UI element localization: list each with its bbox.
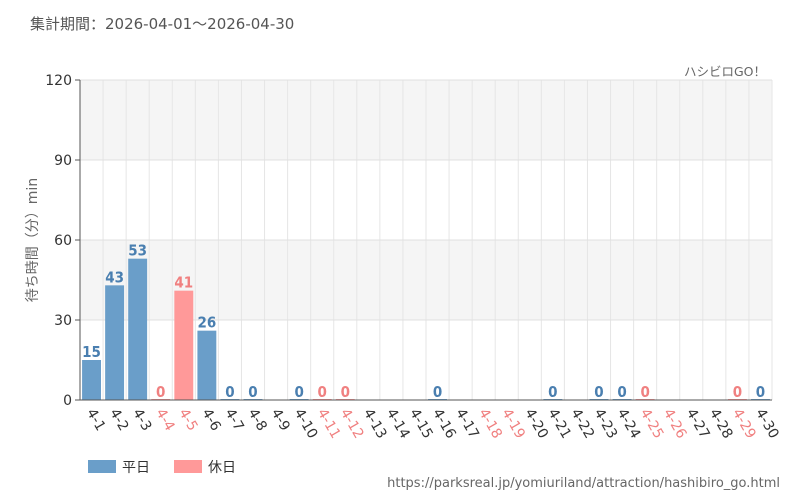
data-label-4-16: 0 xyxy=(433,383,442,401)
x-tick-label-4-21: 4-21 xyxy=(544,406,574,442)
y-tick-label-120: 120 xyxy=(45,73,72,89)
x-tick-label-4-14: 4-14 xyxy=(383,406,413,442)
period-text: 集計期間：2026-04-01～2026-04-30 xyxy=(30,15,294,33)
source-url: https://parksreal.jp/yomiuriland/attract… xyxy=(387,476,780,491)
data-label-4-3: 53 xyxy=(128,242,147,260)
legend-label-holiday: 休日 xyxy=(208,460,236,476)
legend: 平日 休日 xyxy=(88,460,236,476)
data-label-4-4: 0 xyxy=(156,383,165,401)
x-tick-label-4-8: 4-8 xyxy=(245,406,270,434)
legend-label-weekday: 平日 xyxy=(122,460,150,476)
data-label-4-6: 26 xyxy=(197,314,216,332)
data-label-4-21: 0 xyxy=(548,383,557,401)
legend-swatch-weekday xyxy=(88,460,116,473)
legend-swatch-holiday xyxy=(174,460,202,473)
y-tick-label-60: 60 xyxy=(54,233,72,249)
x-tick-label-4-4: 4-4 xyxy=(152,406,177,434)
y-tick-label-90: 90 xyxy=(54,153,72,169)
x-tick-label-4-28: 4-28 xyxy=(706,406,736,442)
data-label-4-10: 0 xyxy=(294,383,303,401)
x-tick-label-4-10: 4-10 xyxy=(291,406,321,442)
bar-4-2 xyxy=(105,285,125,400)
x-tick-label-4-13: 4-13 xyxy=(360,406,390,442)
data-label-4-5: 41 xyxy=(174,274,193,292)
x-tick-label-4-12: 4-12 xyxy=(337,406,367,442)
bar-4-1 xyxy=(82,360,101,400)
source-label: ハシビロGO！ xyxy=(684,64,766,79)
x-tick-label-4-15: 4-15 xyxy=(406,406,436,442)
y-tick-label-30: 30 xyxy=(54,313,72,329)
x-tick-label-4-25: 4-25 xyxy=(637,406,667,442)
x-tick-label-4-17: 4-17 xyxy=(452,406,482,442)
x-tick-label-4-27: 4-27 xyxy=(683,406,713,442)
x-tick-label-4-5: 4-5 xyxy=(175,406,200,434)
x-tick-label-4-26: 4-26 xyxy=(660,406,690,442)
data-label-4-2: 43 xyxy=(105,268,124,286)
data-label-4-11: 0 xyxy=(318,383,327,401)
x-tick-label-4-29: 4-29 xyxy=(729,406,759,442)
data-label-4-29: 0 xyxy=(733,383,742,401)
x-tick-label-4-19: 4-19 xyxy=(498,406,528,442)
data-label-4-8: 0 xyxy=(248,383,257,401)
x-tick-label-4-18: 4-18 xyxy=(475,406,505,442)
x-tick-label-4-24: 4-24 xyxy=(614,406,644,442)
data-label-4-24: 0 xyxy=(617,383,626,401)
x-axis-ticks: 4-14-24-34-44-54-64-74-84-94-104-114-124… xyxy=(83,406,782,442)
data-label-4-23: 0 xyxy=(594,383,603,401)
y-axis-label: 待ち時間（分）min xyxy=(25,178,41,302)
data-label-4-25: 0 xyxy=(640,383,649,401)
x-tick-label-4-11: 4-11 xyxy=(314,406,344,442)
x-tick-label-4-16: 4-16 xyxy=(429,406,459,442)
x-tick-label-4-2: 4-2 xyxy=(106,406,131,434)
data-label-4-1: 15 xyxy=(82,343,101,361)
x-tick-label-4-30: 4-30 xyxy=(752,406,782,442)
x-tick-label-4-9: 4-9 xyxy=(268,406,293,434)
x-tick-label-4-7: 4-7 xyxy=(221,406,246,434)
y-tick-label-0: 0 xyxy=(63,393,72,409)
x-tick-label-4-6: 4-6 xyxy=(198,406,223,434)
x-tick-label-4-1: 4-1 xyxy=(83,406,108,434)
data-label-4-7: 0 xyxy=(225,383,234,401)
data-label-4-30: 0 xyxy=(756,383,765,401)
y-axis-ticks: 0 30 60 90 120 xyxy=(45,73,80,409)
bar-4-3 xyxy=(128,258,148,400)
x-tick-label-4-23: 4-23 xyxy=(591,406,621,442)
x-tick-label-4-22: 4-22 xyxy=(567,406,597,442)
data-label-4-12: 0 xyxy=(341,383,350,401)
bar-4-5 xyxy=(174,290,194,400)
x-tick-label-4-20: 4-20 xyxy=(521,406,551,442)
bar-4-6 xyxy=(197,330,217,400)
x-tick-label-4-3: 4-3 xyxy=(129,406,154,434)
